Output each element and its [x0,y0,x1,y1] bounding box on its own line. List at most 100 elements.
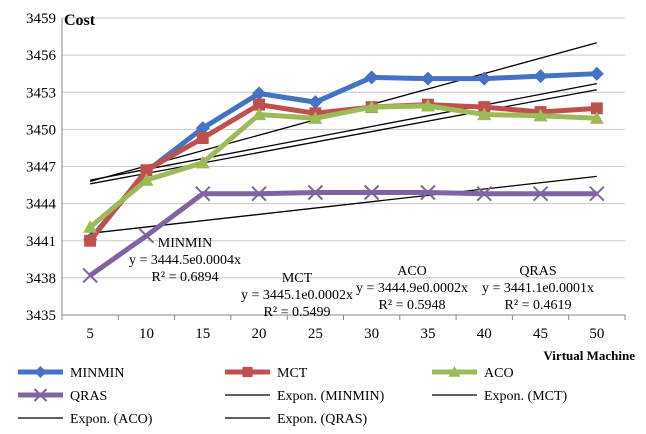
equation-r2: R² = 0.5948 [379,298,446,313]
series-line [88,71,597,242]
point-marker [34,366,47,378]
x-axis-title: Virtual Machine [543,348,635,363]
y-tick-label: 3438 [26,271,56,287]
point-marker [195,155,210,169]
point-marker [195,186,211,202]
legend-item: Expon. (ACO) [18,412,153,427]
point-marker [420,71,435,86]
legend-label: Expon. (ACO) [70,412,153,427]
point-marker [420,98,435,112]
trendlines [89,42,598,234]
point-marker [195,121,210,136]
legend-label: MINMIN [70,366,124,381]
point-marker [307,184,324,201]
x-tick-label: 50 [589,326,604,342]
point-marker [138,228,155,244]
equation-r2: R² = 0.4619 [505,298,572,313]
legend-label: Expon. (QRAS) [277,412,368,427]
x-tick-label: 10 [139,326,154,342]
legend-item: ACO [432,366,514,381]
point-marker [252,107,267,121]
y-tick-label: 3450 [26,122,56,138]
legend-label: MCT [277,366,308,381]
point-marker [33,388,48,402]
annotations: MINMIN y = 3444.5e0.0004x R² = 0.6894 MCT y … [129,236,594,320]
legend-label: QRAS [70,389,107,404]
series [82,66,605,284]
y-tick-label: 3435 [26,308,56,324]
trend-equation: QRAS y = 3441.1e0.0001x R² = 0.4619 [482,264,594,313]
x-tick-label: 35 [420,326,435,342]
legend-label: Expon. (MCT) [484,389,568,404]
equation-title: MINMIN [158,236,212,251]
legend-item: Expon. (QRAS) [225,412,368,427]
equation-r2: R² = 0.6894 [152,270,219,285]
y-tick-label: 3441 [26,234,56,250]
legend-item: QRAS [18,388,107,404]
point-marker [139,173,154,186]
equation-title: ACO [397,264,427,279]
point-marker [533,69,548,84]
point-marker [477,71,492,86]
point-marker [252,86,267,101]
point-marker [84,234,97,247]
y-tick-label: 3444 [26,197,57,213]
point-marker [242,366,253,378]
equation-formula: y = 3444.9e0.0002x [356,281,468,296]
x-tick-label: 15 [195,326,210,342]
axes: 3435 3438 3441 3444 3447 3450 3453 3456 3459 5 10 1… [26,11,626,342]
point-marker [589,66,604,81]
legend: MINMIN MCT ACO QRAS Expon. (MINMIN) Expon. (M… [18,366,568,427]
point-marker [83,220,98,233]
point-marker [364,100,379,113]
x-tick-label: 30 [364,326,379,342]
equation-formula: y = 3441.1e0.0001x [482,281,594,296]
point-marker [253,98,265,111]
equation-title: MCT [282,271,313,286]
series-qras [82,184,605,284]
legend-item: Expon. (MCT) [432,389,568,404]
point-marker [532,186,549,202]
point-marker [533,108,548,122]
series-aco [83,98,604,233]
series-line [88,103,597,230]
point-marker [589,111,604,124]
point-marker [364,70,379,85]
legend-item: MINMIN [18,366,124,381]
legend-item: MCT [225,366,308,381]
point-marker [478,101,491,114]
x-tick-label: 40 [477,326,492,342]
point-marker [251,186,267,202]
point-marker [420,184,436,201]
point-marker [308,111,323,124]
equation-r2: R² = 0.5499 [264,305,331,320]
y-axis-title: Cost [64,12,96,29]
y-tick-label: 3453 [26,85,56,101]
equation-formula: y = 3444.5e0.0004x [129,253,241,268]
series-minmin [83,66,604,247]
point-marker [82,267,98,284]
point-marker [140,164,153,177]
point-marker [448,366,461,377]
legend-item: Expon. (MINMIN) [225,389,385,404]
point-marker [476,186,492,202]
x-tick-label: 20 [252,326,267,342]
trend-equation: MINMIN y = 3444.5e0.0004x R² = 0.6894 [129,236,241,285]
point-marker [363,184,380,201]
equation-title: QRAS [519,264,556,279]
point-marker [308,95,323,110]
x-tick-label: 45 [533,326,548,342]
x-tick-label: 25 [308,326,323,342]
trendline [90,175,597,234]
y-tick-label: 3459 [26,11,56,27]
series-line [88,189,597,278]
trend-equation: MCT y = 3445.1e0.0002x R² = 0.5499 [241,271,353,320]
y-tick-label: 3456 [26,48,57,64]
legend-label: ACO [484,366,514,381]
trend-equation: ACO y = 3444.9e0.0002x R² = 0.5948 [356,264,468,313]
trendline [90,89,597,185]
y-tick-label: 3447 [26,160,57,176]
point-marker [477,107,492,121]
